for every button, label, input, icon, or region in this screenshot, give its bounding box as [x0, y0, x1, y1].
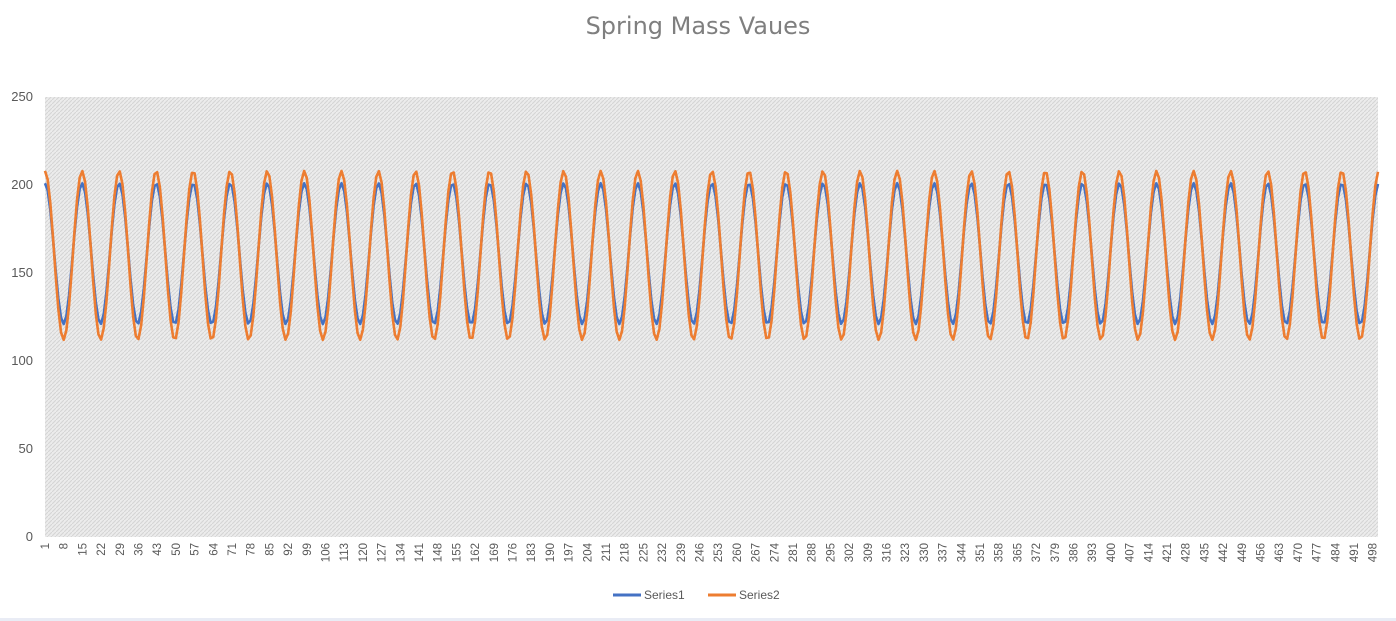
- x-tick-label: 253: [713, 543, 725, 562]
- series-lines: [43, 169, 1380, 342]
- y-tick-label: 100: [11, 353, 33, 368]
- y-axis: 0 50 100 150 200 250: [11, 89, 33, 544]
- x-tick-label: 351: [975, 543, 987, 562]
- x-tick-label: 288: [807, 543, 819, 562]
- x-tick-label: 155: [451, 543, 463, 562]
- x-tick-label: 162: [470, 543, 482, 562]
- legend-label: Series2: [739, 588, 780, 602]
- x-tick-label: 22: [96, 543, 108, 556]
- x-tick-label: 407: [1125, 543, 1137, 562]
- x-tick-label: 449: [1237, 543, 1249, 562]
- x-tick-label: 316: [881, 543, 893, 562]
- x-tick-label: 36: [133, 543, 145, 556]
- x-tick-label: 477: [1312, 543, 1324, 562]
- x-tick-label: 365: [1012, 543, 1024, 562]
- x-tick-label: 246: [694, 543, 706, 562]
- x-tick-label: 225: [638, 543, 650, 562]
- x-tick-label: 141: [414, 543, 426, 562]
- x-tick-label: 71: [227, 543, 239, 556]
- x-tick-label: 281: [788, 543, 800, 562]
- x-tick-label: 498: [1368, 543, 1380, 562]
- x-tick-label: 43: [152, 543, 164, 556]
- x-tick-label: 267: [751, 543, 763, 562]
- x-tick-label: 99: [302, 543, 314, 556]
- x-tick-label: 127: [377, 543, 389, 562]
- x-tick-label: 169: [489, 543, 501, 562]
- x-tick-label: 323: [900, 543, 912, 562]
- x-tick-label: 239: [676, 543, 688, 562]
- bottom-divider: [0, 618, 1396, 621]
- x-tick-label: 456: [1255, 543, 1267, 562]
- x-tick-label: 92: [283, 543, 295, 556]
- x-tick-label: 400: [1106, 543, 1118, 562]
- x-tick-label: 211: [601, 543, 613, 561]
- x-tick-label: 337: [938, 543, 950, 562]
- x-tick-label: 295: [825, 543, 837, 562]
- x-tick-label: 29: [115, 543, 127, 556]
- x-tick-label: 78: [246, 543, 258, 556]
- series-line-1: [43, 181, 1380, 326]
- x-tick-label: 393: [1087, 543, 1099, 562]
- x-tick-label: 330: [919, 543, 931, 562]
- x-tick-label: 344: [956, 542, 968, 562]
- x-tick-label: 428: [1181, 543, 1193, 562]
- x-tick-label: 463: [1274, 543, 1286, 562]
- x-tick-label: 176: [507, 543, 519, 562]
- y-tick-label: 150: [11, 265, 33, 280]
- x-axis: 1 8 15 22 29 36 43 50 57 64 71 78 85 92 99 106 113 120 127…: [40, 542, 1380, 562]
- x-tick-label: 1: [40, 543, 52, 549]
- x-tick-label: 386: [1068, 543, 1080, 562]
- x-tick-label: 358: [994, 543, 1006, 562]
- x-tick-label: 183: [526, 543, 538, 562]
- x-tick-label: 421: [1162, 543, 1174, 562]
- x-tick-label: 50: [171, 543, 183, 556]
- x-tick-label: 414: [1143, 542, 1155, 562]
- x-tick-label: 197: [564, 543, 576, 562]
- x-tick-label: 435: [1199, 543, 1211, 562]
- x-tick-label: 379: [1050, 543, 1062, 562]
- x-tick-label: 470: [1293, 543, 1305, 562]
- x-tick-label: 260: [732, 543, 744, 562]
- y-tick-label: 50: [19, 441, 33, 456]
- chart-title: Spring Mass Vaues: [585, 12, 811, 40]
- x-tick-label: 85: [264, 543, 276, 556]
- x-tick-label: 134: [395, 542, 407, 562]
- x-tick-label: 120: [358, 543, 370, 562]
- x-tick-label: 204: [582, 542, 594, 562]
- x-tick-label: 302: [844, 543, 856, 562]
- x-tick-label: 491: [1349, 543, 1361, 562]
- x-tick-label: 442: [1218, 543, 1230, 562]
- x-tick-label: 218: [620, 543, 632, 562]
- x-tick-label: 274: [769, 542, 781, 562]
- x-tick-label: 148: [433, 543, 445, 562]
- x-tick-label: 232: [657, 543, 669, 562]
- y-tick-label: 200: [11, 177, 33, 192]
- x-tick-label: 309: [863, 543, 875, 562]
- x-tick-label: 106: [320, 543, 332, 562]
- legend: Series1 Series2: [613, 588, 780, 602]
- x-tick-label: 484: [1330, 542, 1342, 562]
- y-tick-label: 250: [11, 89, 33, 104]
- x-tick-label: 15: [77, 543, 89, 556]
- x-tick-label: 113: [339, 543, 351, 561]
- x-tick-label: 190: [545, 543, 557, 562]
- series-line-2: [43, 169, 1380, 342]
- x-tick-label: 64: [208, 542, 220, 555]
- x-tick-label: 57: [190, 543, 202, 556]
- x-tick-label: 372: [1031, 543, 1043, 562]
- legend-label: Series1: [644, 588, 685, 602]
- x-tick-label: 8: [59, 543, 71, 549]
- y-tick-label: 0: [26, 529, 33, 544]
